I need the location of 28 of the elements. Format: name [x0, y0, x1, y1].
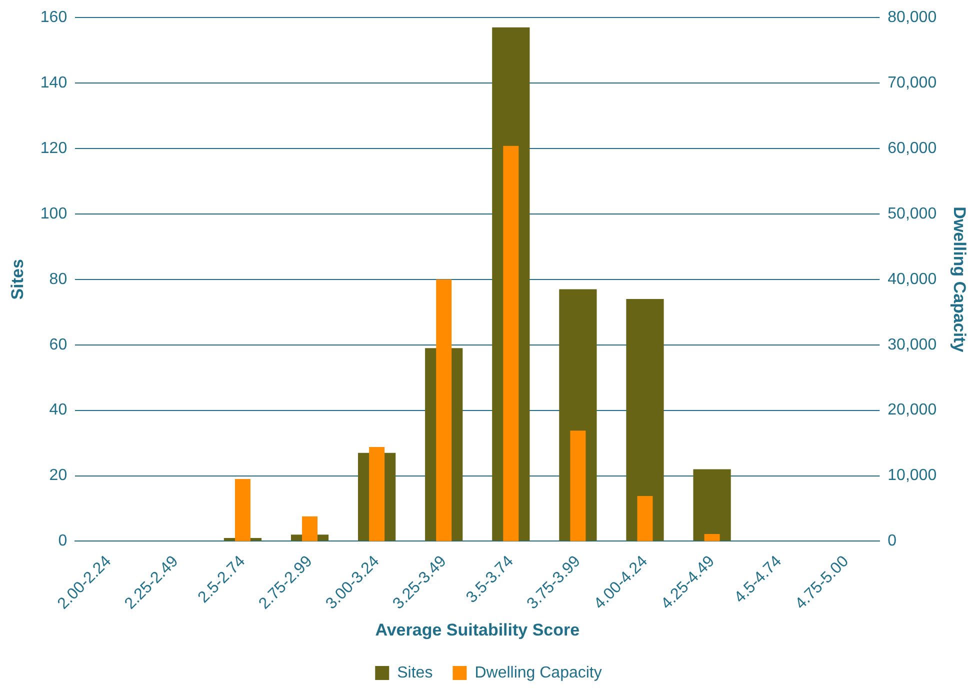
bar: [704, 534, 720, 542]
bar: [570, 430, 586, 542]
bar: [626, 299, 664, 541]
y2-tick-label: 10,000: [888, 467, 937, 484]
y2-tick-label: 50,000: [888, 205, 937, 222]
y-axis-title: Sites: [8, 259, 27, 300]
y2-tick-label: 60,000: [888, 140, 937, 157]
y-tick-label: 0: [58, 532, 68, 550]
y2-tick-label: 20,000: [888, 402, 937, 419]
y2-tick-label: 80,000: [888, 9, 937, 26]
legend-label: Dwelling Capacity: [474, 664, 602, 682]
y-tick-label: 80: [49, 270, 68, 288]
y2-tick-label: 0: [888, 532, 897, 550]
y2-axis-title: Dwelling Capacity: [950, 206, 970, 353]
y2-tick-label: 40,000: [888, 270, 937, 288]
y-tick-label: 40: [49, 402, 68, 419]
bar: [693, 469, 731, 541]
y-tick-label: 140: [40, 74, 68, 92]
y-tick-label: 20: [49, 467, 68, 484]
x-axis-title: Average Suitability Score: [375, 620, 580, 640]
y2-tick-label: 30,000: [888, 336, 937, 354]
y2-tick-label: 70,000: [888, 74, 937, 92]
y-tick-label: 120: [40, 140, 68, 157]
bar: [637, 496, 653, 542]
y-tick-label: 60: [49, 336, 68, 354]
y-tick-label: 160: [40, 9, 68, 26]
y-tick-label: 100: [40, 205, 68, 222]
legend-label: Sites: [397, 664, 433, 682]
